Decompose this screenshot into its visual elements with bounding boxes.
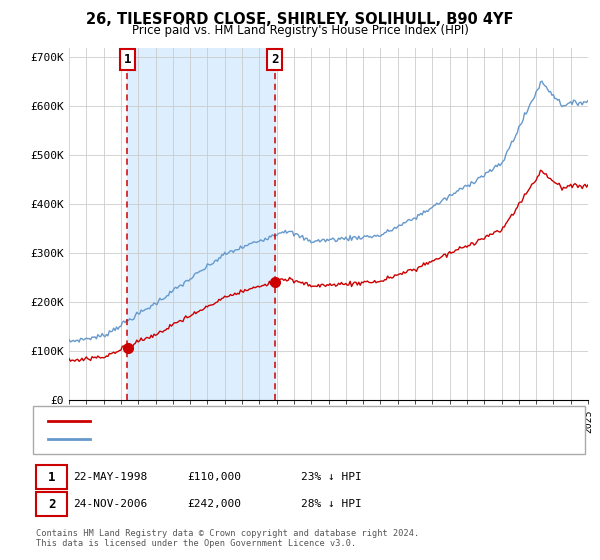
Text: 26, TILESFORD CLOSE, SHIRLEY, SOLIHULL, B90 4YF: 26, TILESFORD CLOSE, SHIRLEY, SOLIHULL, … xyxy=(86,12,514,27)
Text: HPI: Average price, detached house, Solihull: HPI: Average price, detached house, Soli… xyxy=(96,434,360,444)
Text: 23% ↓ HPI: 23% ↓ HPI xyxy=(301,472,362,482)
Text: 24-NOV-2006: 24-NOV-2006 xyxy=(73,499,148,509)
Text: 1: 1 xyxy=(48,470,55,484)
Text: 1: 1 xyxy=(124,53,131,66)
Bar xyxy=(127,48,275,400)
Text: Price paid vs. HM Land Registry's House Price Index (HPI): Price paid vs. HM Land Registry's House … xyxy=(131,24,469,36)
Text: 22-MAY-1998: 22-MAY-1998 xyxy=(73,472,148,482)
Text: 2: 2 xyxy=(48,497,55,511)
Text: 28% ↓ HPI: 28% ↓ HPI xyxy=(301,499,362,509)
Text: £242,000: £242,000 xyxy=(187,499,241,509)
Text: 2: 2 xyxy=(271,53,278,66)
Text: Contains HM Land Registry data © Crown copyright and database right 2024.
This d: Contains HM Land Registry data © Crown c… xyxy=(36,529,419,548)
Text: 26, TILESFORD CLOSE, SHIRLEY, SOLIHULL, B90 4YF (detached house): 26, TILESFORD CLOSE, SHIRLEY, SOLIHULL, … xyxy=(96,416,480,426)
Text: £110,000: £110,000 xyxy=(187,472,241,482)
